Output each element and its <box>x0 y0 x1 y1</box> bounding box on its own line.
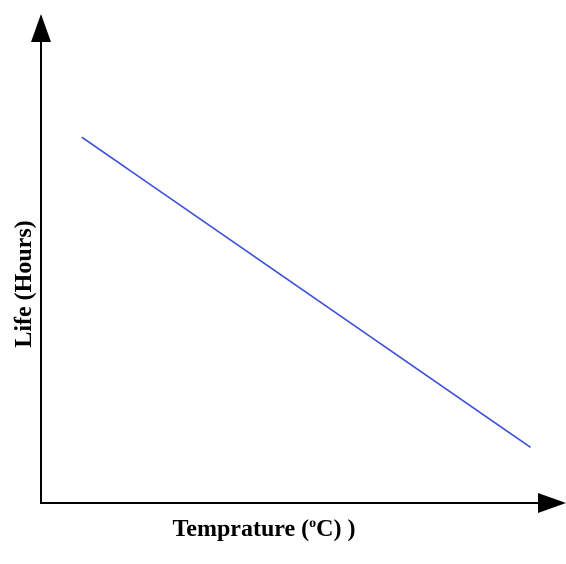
y-axis-label: Life (Hours) <box>11 220 37 347</box>
series-layer <box>81 136 532 449</box>
series-line-1 <box>81 136 532 449</box>
x-axis-label-main: Temprature ( <box>173 516 310 542</box>
x-axis-label-degree: o <box>309 516 316 531</box>
x-axis-label-unit: C) ) <box>316 516 355 542</box>
x-axis-arrow-icon <box>538 493 566 513</box>
x-axis-label: Temprature (oC) ) <box>173 516 356 542</box>
y-axis-arrow-icon <box>31 14 51 42</box>
